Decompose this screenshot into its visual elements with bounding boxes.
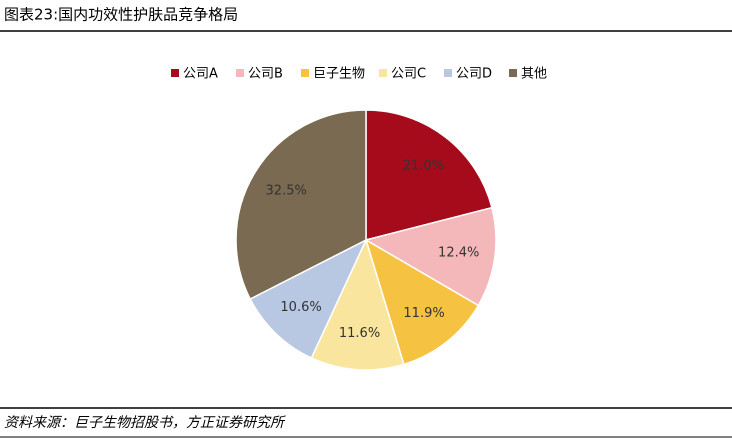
pie-slice bbox=[364, 238, 480, 366]
legend-label: 公司C bbox=[391, 67, 426, 82]
legend-label: 公司A bbox=[183, 67, 218, 82]
legend-label: 巨子生物 bbox=[313, 67, 365, 82]
data-label: 32.5% bbox=[266, 184, 307, 199]
legend-label: 公司D bbox=[456, 67, 492, 82]
legend-swatch bbox=[444, 69, 452, 77]
chart-title: 图表23:国内功效性护肤品竞争格局 bbox=[4, 6, 238, 24]
legend-label: 其他 bbox=[521, 67, 547, 82]
legend-swatch bbox=[236, 69, 244, 77]
legend: 公司A 公司B 巨子生物 公司C 公司D 其他 bbox=[171, 67, 547, 82]
pie-slice bbox=[364, 206, 497, 307]
legend-label: 公司B bbox=[248, 67, 283, 82]
data-label: 11.6% bbox=[339, 326, 380, 341]
pie-slice bbox=[249, 238, 368, 359]
legend-swatch bbox=[379, 69, 387, 77]
data-label: 21.0% bbox=[403, 159, 444, 174]
pie-slice bbox=[365, 109, 493, 241]
data-label: 12.4% bbox=[438, 245, 479, 260]
source: 资料来源：巨子生物招股书，方正证券研究所 bbox=[4, 415, 286, 431]
pie-slice bbox=[310, 237, 405, 371]
legend-swatch bbox=[509, 69, 517, 77]
pie-slice bbox=[235, 109, 367, 301]
legend-swatch bbox=[301, 69, 309, 77]
data-label: 10.6% bbox=[280, 300, 321, 315]
data-label: 11.9% bbox=[403, 306, 444, 321]
legend-swatch bbox=[171, 69, 179, 77]
